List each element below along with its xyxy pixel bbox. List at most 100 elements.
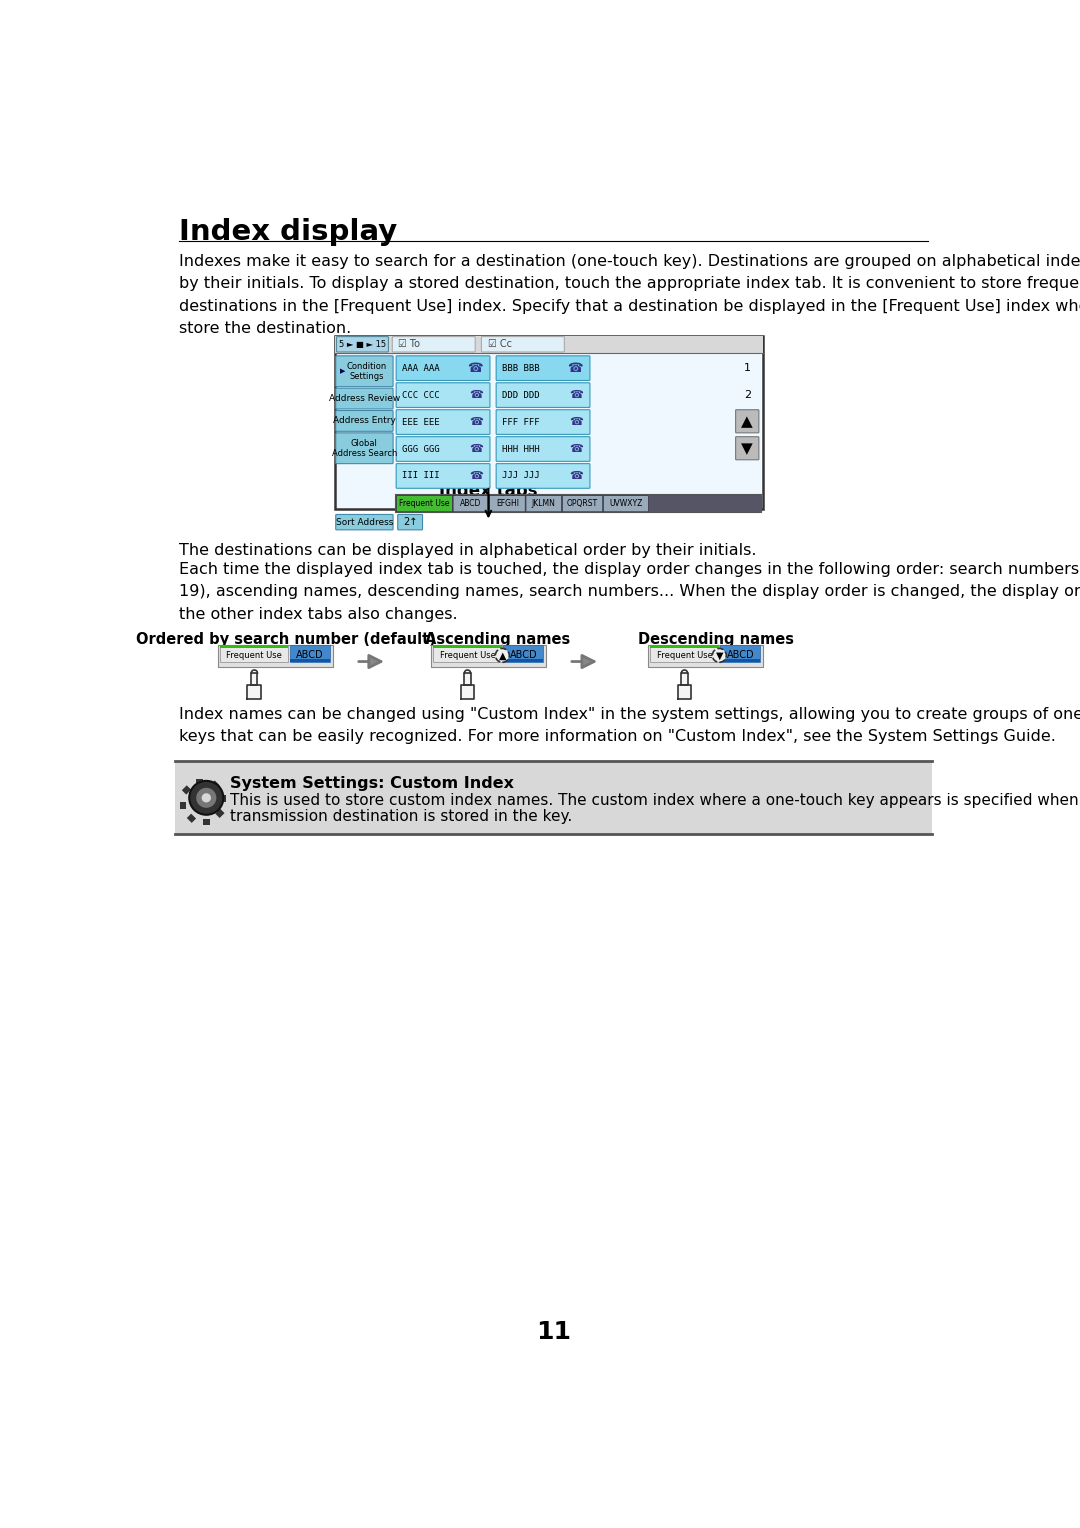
Text: ☎: ☎ <box>569 471 583 481</box>
Text: ▶: ▶ <box>340 368 346 374</box>
Bar <box>218 645 333 666</box>
Text: III III: III III <box>402 472 440 480</box>
Bar <box>211 781 219 790</box>
FancyBboxPatch shape <box>392 336 475 351</box>
Text: 1: 1 <box>744 364 751 373</box>
Bar <box>220 645 288 648</box>
Text: ▼: ▼ <box>741 440 753 455</box>
Bar <box>394 495 761 512</box>
FancyBboxPatch shape <box>336 432 393 463</box>
FancyBboxPatch shape <box>604 495 648 512</box>
FancyBboxPatch shape <box>396 410 490 434</box>
FancyBboxPatch shape <box>336 411 393 431</box>
FancyBboxPatch shape <box>496 356 590 380</box>
Bar <box>335 336 762 509</box>
Text: 11: 11 <box>536 1320 571 1345</box>
Bar <box>337 338 761 507</box>
Text: ▼: ▼ <box>716 651 724 660</box>
FancyBboxPatch shape <box>336 356 393 387</box>
Text: ☎: ☎ <box>468 362 483 374</box>
Bar <box>291 659 330 662</box>
FancyBboxPatch shape <box>496 437 590 461</box>
Text: UVWXYZ: UVWXYZ <box>609 498 643 507</box>
Bar <box>433 645 501 648</box>
Text: ☎: ☎ <box>569 390 583 400</box>
Polygon shape <box>677 686 691 700</box>
Text: FFF FFF: FFF FFF <box>501 417 539 426</box>
Bar <box>220 645 288 662</box>
Polygon shape <box>681 672 688 686</box>
Bar <box>180 802 186 808</box>
Bar <box>175 761 932 834</box>
Text: JJJ JJJ: JJJ JJJ <box>501 472 539 480</box>
Text: EEE EEE: EEE EEE <box>402 417 440 426</box>
FancyBboxPatch shape <box>496 410 590 434</box>
Text: Frequent Use: Frequent Use <box>657 651 713 660</box>
Text: ABCD: ABCD <box>296 651 324 660</box>
Text: JKLMN: JKLMN <box>531 498 556 507</box>
Text: OPQRST: OPQRST <box>567 498 598 507</box>
Text: Sort Address: Sort Address <box>336 518 393 527</box>
Bar <box>431 645 545 666</box>
Circle shape <box>189 781 224 814</box>
Text: Address Review: Address Review <box>328 394 400 403</box>
Text: Indexes make it easy to search for a destination (one-touch key). Destinations a: Indexes make it easy to search for a des… <box>179 254 1080 336</box>
Text: Descending names: Descending names <box>638 633 794 648</box>
Polygon shape <box>247 686 261 700</box>
FancyBboxPatch shape <box>496 384 590 408</box>
FancyBboxPatch shape <box>336 388 393 410</box>
Bar <box>203 819 211 825</box>
Bar <box>720 645 760 662</box>
Text: ABCD: ABCD <box>460 498 482 507</box>
Bar <box>648 645 762 666</box>
Bar <box>650 645 718 662</box>
FancyBboxPatch shape <box>735 410 759 432</box>
Text: System Settings: Custom Index: System Settings: Custom Index <box>230 776 514 792</box>
Bar <box>187 813 197 824</box>
Bar <box>215 808 225 817</box>
Text: ▲: ▲ <box>499 651 507 660</box>
FancyBboxPatch shape <box>496 463 590 489</box>
Text: EFGHI: EFGHI <box>496 498 518 507</box>
Text: ☎: ☎ <box>567 362 583 374</box>
FancyBboxPatch shape <box>337 336 389 351</box>
Text: The destinations can be displayed in alphabetical order by their initials.: The destinations can be displayed in alp… <box>179 542 757 558</box>
Text: CCC CCC: CCC CCC <box>402 391 440 400</box>
Polygon shape <box>252 672 257 686</box>
Bar <box>197 779 203 785</box>
Bar <box>503 645 543 662</box>
FancyBboxPatch shape <box>396 463 490 489</box>
Text: ☎: ☎ <box>469 390 483 400</box>
Bar <box>503 659 543 662</box>
Bar <box>291 645 330 662</box>
Text: ☎: ☎ <box>569 445 583 454</box>
Circle shape <box>713 649 726 662</box>
Text: ☎: ☎ <box>469 417 483 426</box>
Text: Ascending names: Ascending names <box>426 633 570 648</box>
FancyBboxPatch shape <box>396 437 490 461</box>
Text: ☎: ☎ <box>569 417 583 426</box>
Text: Frequent Use: Frequent Use <box>400 498 449 507</box>
Polygon shape <box>464 672 471 686</box>
Text: 2: 2 <box>744 390 751 400</box>
Text: BBB BBB: BBB BBB <box>501 364 539 373</box>
FancyBboxPatch shape <box>396 356 490 380</box>
FancyBboxPatch shape <box>397 515 422 530</box>
Text: Frequent Use: Frequent Use <box>227 651 282 660</box>
Bar <box>220 795 227 802</box>
Circle shape <box>197 788 216 808</box>
Text: Each time the displayed index tab is touched, the display order changes in the f: Each time the displayed index tab is tou… <box>179 562 1080 622</box>
Text: DDD DDD: DDD DDD <box>501 391 539 400</box>
FancyBboxPatch shape <box>454 495 489 512</box>
FancyBboxPatch shape <box>482 336 565 351</box>
Text: GGG GGG: GGG GGG <box>402 445 440 454</box>
Text: ☎: ☎ <box>469 471 483 481</box>
Text: ABCD: ABCD <box>727 651 754 660</box>
Text: ☑ To: ☑ To <box>399 339 420 350</box>
FancyBboxPatch shape <box>396 384 490 408</box>
Text: 5 ► ■ ► 15: 5 ► ■ ► 15 <box>339 339 387 348</box>
Bar <box>650 645 718 648</box>
Text: Address Entry: Address Entry <box>333 417 396 425</box>
Bar <box>720 659 760 662</box>
FancyBboxPatch shape <box>735 437 759 460</box>
